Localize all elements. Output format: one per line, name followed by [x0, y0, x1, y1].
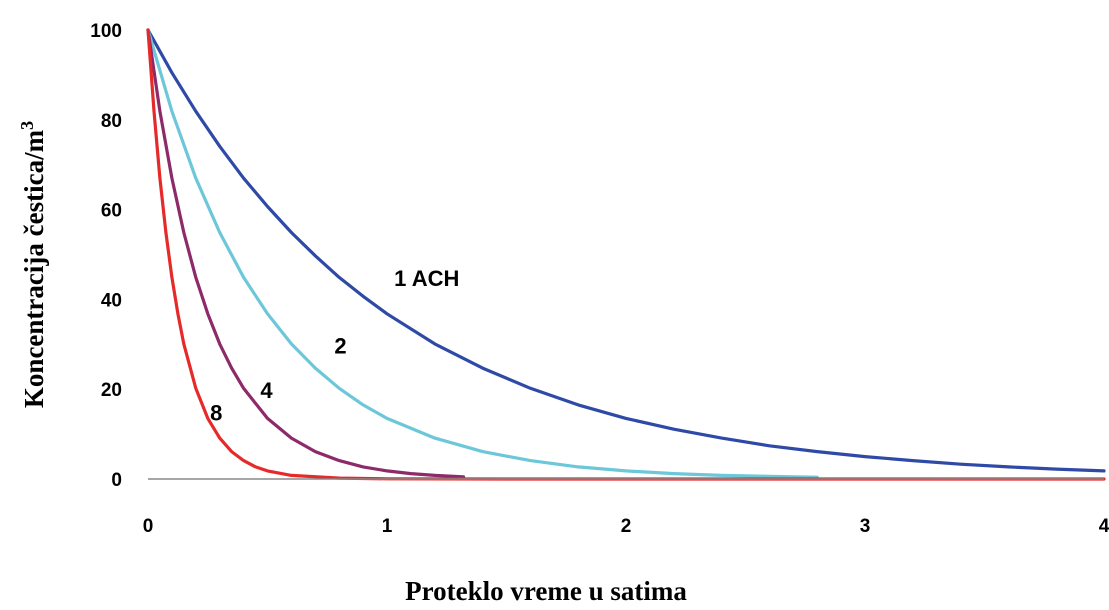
- series-line-2: [146, 28, 466, 479]
- y-tick-label: 80: [101, 111, 122, 132]
- x-tick-label: 1: [382, 516, 393, 537]
- series-label-1: 2: [334, 333, 346, 358]
- y-tick-label: 20: [101, 380, 122, 401]
- x-tick-label: 2: [621, 516, 632, 537]
- series-line-3: [146, 28, 1106, 481]
- series-label-3: 8: [210, 401, 222, 426]
- y-axis-title-superscript: 3: [17, 121, 37, 130]
- y-tick-label: 60: [101, 201, 122, 222]
- x-tick-label: 4: [1099, 516, 1109, 537]
- series-layer: [146, 28, 1106, 481]
- y-tick-label: 100: [90, 21, 122, 42]
- y-axis-title: Koncentracija čestica/m3: [17, 121, 49, 408]
- series-label-2: 4: [260, 378, 273, 403]
- y-tick-label: 0: [111, 470, 122, 491]
- y-axis-title-main: Koncentracija čestica/m: [19, 129, 49, 408]
- series-labels-layer: 1 ACH 2 4 8: [210, 266, 459, 426]
- x-axis-title: Proteklo vreme u satima: [405, 576, 687, 606]
- x-tick-label: 0: [143, 516, 154, 537]
- series-label-0: 1 ACH: [394, 266, 459, 291]
- series-line-0: [146, 28, 1106, 473]
- x-tick-label: 3: [860, 516, 871, 537]
- series-line-1: [146, 28, 819, 479]
- y-tick-label: 40: [101, 290, 122, 311]
